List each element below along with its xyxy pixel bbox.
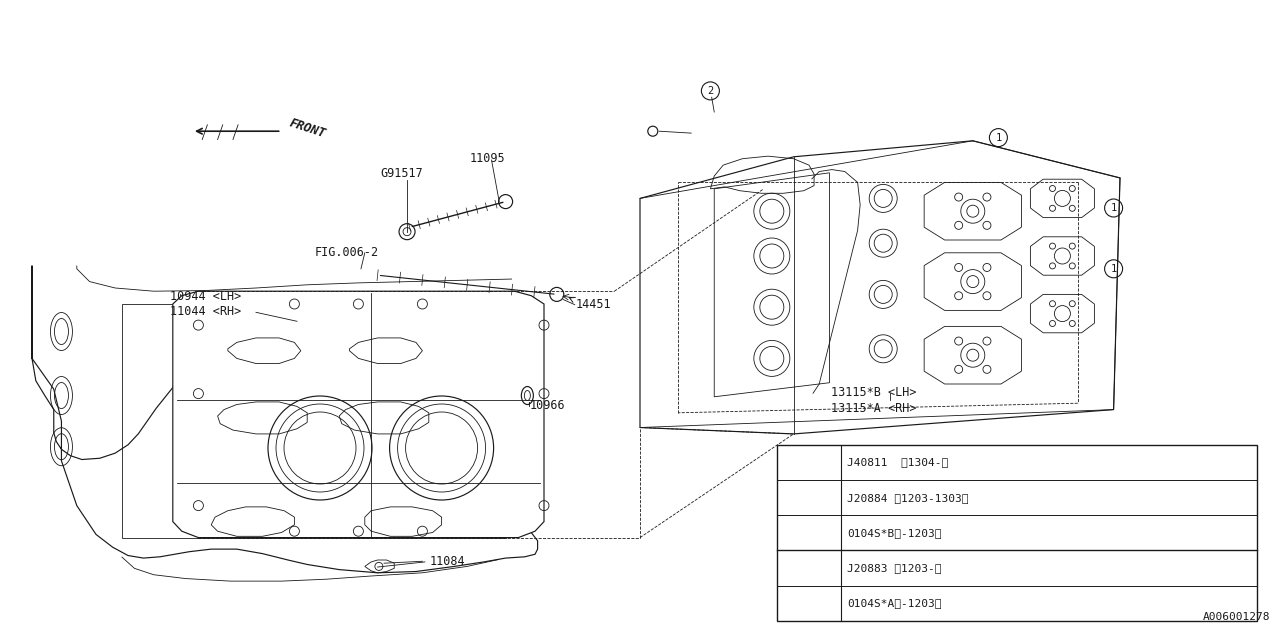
Text: FRONT: FRONT xyxy=(288,116,328,140)
Text: 0104S*A（-1203）: 0104S*A（-1203） xyxy=(847,598,942,608)
Text: 13115*B <LH>: 13115*B <LH> xyxy=(831,387,916,399)
Text: 1: 1 xyxy=(996,132,1001,143)
Text: 2: 2 xyxy=(708,86,713,96)
Text: 2: 2 xyxy=(806,493,812,502)
Text: 13115*A <RH>: 13115*A <RH> xyxy=(831,402,916,415)
Text: 1: 1 xyxy=(806,563,812,573)
Text: FIG.006-2: FIG.006-2 xyxy=(315,246,379,259)
Polygon shape xyxy=(173,291,544,538)
Text: 10966: 10966 xyxy=(530,399,566,412)
Text: 1: 1 xyxy=(1111,203,1116,213)
Text: 11044 <RH>: 11044 <RH> xyxy=(170,305,242,318)
Text: 1: 1 xyxy=(1111,264,1116,274)
Text: 11095: 11095 xyxy=(470,152,506,164)
Text: 14451: 14451 xyxy=(576,298,612,311)
Text: A006001278: A006001278 xyxy=(1202,612,1270,622)
Text: J20883 （1203-）: J20883 （1203-） xyxy=(847,563,942,573)
Text: G91517: G91517 xyxy=(380,167,422,180)
Text: 11084: 11084 xyxy=(430,556,466,568)
Bar xyxy=(777,445,1257,621)
Text: J40811  （1304-）: J40811 （1304-） xyxy=(847,458,948,467)
Text: 10944 <LH>: 10944 <LH> xyxy=(170,290,242,303)
Text: 0104S*B（-1203）: 0104S*B（-1203） xyxy=(847,528,942,538)
Text: J20884 （1203-1303）: J20884 （1203-1303） xyxy=(847,493,969,502)
